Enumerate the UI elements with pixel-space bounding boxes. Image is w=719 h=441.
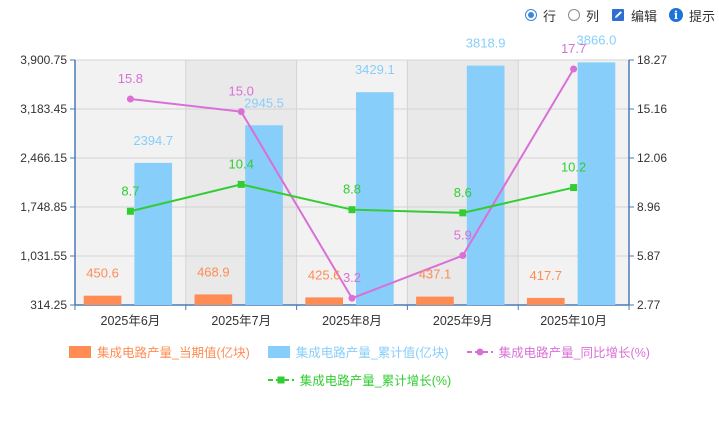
legend-swatch-current xyxy=(69,345,92,358)
data-label-yoy: 15.0 xyxy=(229,84,254,99)
cum-growth-point xyxy=(348,206,356,214)
legend-row-2: 集成电路产量_累计增长(%) xyxy=(0,370,719,389)
cum-growth-point xyxy=(126,207,134,215)
data-label-cumulative: 3818.9 xyxy=(466,36,506,51)
radio-selected-icon xyxy=(524,9,537,21)
bar-cumulative xyxy=(356,92,394,305)
chart-toolbar: 行 列 编辑 i 提示 xyxy=(524,4,715,26)
legend-swatch-cumulative xyxy=(267,345,290,358)
x-tick-label: 2025年10月 xyxy=(540,314,607,328)
row-radio-label: 行 xyxy=(542,8,556,24)
x-tick-label: 2025年7月 xyxy=(211,314,271,328)
cum-growth-point xyxy=(237,180,245,188)
data-label-current: 425.6 xyxy=(308,267,341,282)
cum-growth-point xyxy=(570,184,578,192)
yoy-point xyxy=(570,65,578,73)
radio-unselected-icon xyxy=(567,9,580,21)
x-tick-label: 2025年9月 xyxy=(433,314,493,328)
x-tick-label: 2025年8月 xyxy=(322,314,382,328)
yoy-point xyxy=(348,294,356,302)
y-right-tick-label: 8.96 xyxy=(637,200,661,214)
data-label-current: 468.9 xyxy=(197,264,230,279)
legend-item-cumulative[interactable]: 集成电路产量_累计值(亿块) xyxy=(267,342,449,361)
yoy-point xyxy=(459,252,467,260)
y-right-tick-label: 2.77 xyxy=(637,298,661,312)
data-label-cum-growth: 10.4 xyxy=(229,156,254,171)
legend-swatch-cum-growth xyxy=(267,376,294,383)
bar-cumulative xyxy=(466,65,505,306)
edit-label: 编辑 xyxy=(630,8,657,24)
legend-label-cum-growth: 集成电路产量_累计增长(%) xyxy=(299,374,452,388)
legend-item-yoy[interactable]: 集成电路产量_同比增长(%) xyxy=(466,342,650,361)
legend-label-cumulative: 集成电路产量_累计值(亿块) xyxy=(295,346,449,360)
bar-current xyxy=(526,297,565,305)
data-label-cum-growth: 8.7 xyxy=(121,183,139,198)
data-label-yoy: 15.8 xyxy=(118,71,143,86)
bar-current xyxy=(194,294,233,305)
data-label-cum-growth: 8.6 xyxy=(454,185,472,200)
y-right-tick-label: 15.16 xyxy=(637,102,667,116)
row-radio[interactable]: 行 xyxy=(524,6,556,25)
info-icon: i xyxy=(668,8,683,22)
yoy-point xyxy=(237,108,245,116)
x-tick-label: 2025年6月 xyxy=(101,314,161,328)
bar-current xyxy=(83,295,122,305)
yoy-point xyxy=(126,95,134,103)
data-label-current: 417.7 xyxy=(529,268,562,283)
data-label-current: 450.6 xyxy=(86,266,119,281)
data-label-cumulative: 3429.1 xyxy=(355,62,395,77)
legend-item-cum-growth[interactable]: 集成电路产量_累计增长(%) xyxy=(267,370,452,389)
y-left-tick-label: 2,466.15 xyxy=(20,151,67,165)
hint-label: 提示 xyxy=(688,8,715,24)
y-left-tick-label: 1,748.85 xyxy=(20,200,67,214)
bar-current xyxy=(416,296,454,305)
cum-growth-point xyxy=(459,209,467,217)
legend-item-current[interactable]: 集成电路产量_当期值(亿块) xyxy=(69,342,250,361)
legend-label-yoy: 集成电路产量_同比增长(%) xyxy=(498,346,650,360)
y-right-tick-label: 12.06 xyxy=(637,151,667,165)
y-left-tick-label: 314.25 xyxy=(30,298,67,312)
data-label-cumulative: 2394.7 xyxy=(133,133,173,148)
legend-label-current: 集成电路产量_当期值(亿块) xyxy=(97,346,250,360)
y-left-tick-label: 1,031.55 xyxy=(20,249,67,263)
data-label-yoy: 17.7 xyxy=(561,41,586,56)
data-label-cumulative: 3866.0 xyxy=(577,32,617,47)
hint-button[interactable]: i 提示 xyxy=(668,6,715,25)
bar-current xyxy=(305,297,343,305)
data-label-current: 437.1 xyxy=(419,267,452,282)
data-label-cumulative: 2945.5 xyxy=(244,95,284,110)
y-right-tick-label: 18.27 xyxy=(637,53,667,67)
bar-cumulative xyxy=(134,162,173,305)
data-label-cum-growth: 8.8 xyxy=(343,182,361,197)
data-label-yoy: 5.9 xyxy=(454,228,472,243)
y-left-tick-label: 3,900.75 xyxy=(20,53,67,67)
bar-cumulative xyxy=(577,62,616,305)
column-radio[interactable]: 列 xyxy=(567,6,599,25)
y-right-tick-label: 5.87 xyxy=(637,249,661,263)
bar-cumulative xyxy=(245,125,283,305)
y-left-tick-label: 3,183.45 xyxy=(20,102,67,116)
edit-button[interactable]: 编辑 xyxy=(611,6,657,25)
edit-icon xyxy=(611,9,624,21)
data-label-cum-growth: 10.2 xyxy=(561,160,586,175)
legend-row-1: 集成电路产量_当期值(亿块) 集成电路产量_累计值(亿块) 集成电路产量_同比增… xyxy=(0,342,719,361)
legend-swatch-yoy xyxy=(466,348,493,355)
column-radio-label: 列 xyxy=(585,8,599,24)
data-label-yoy: 3.2 xyxy=(343,270,361,285)
